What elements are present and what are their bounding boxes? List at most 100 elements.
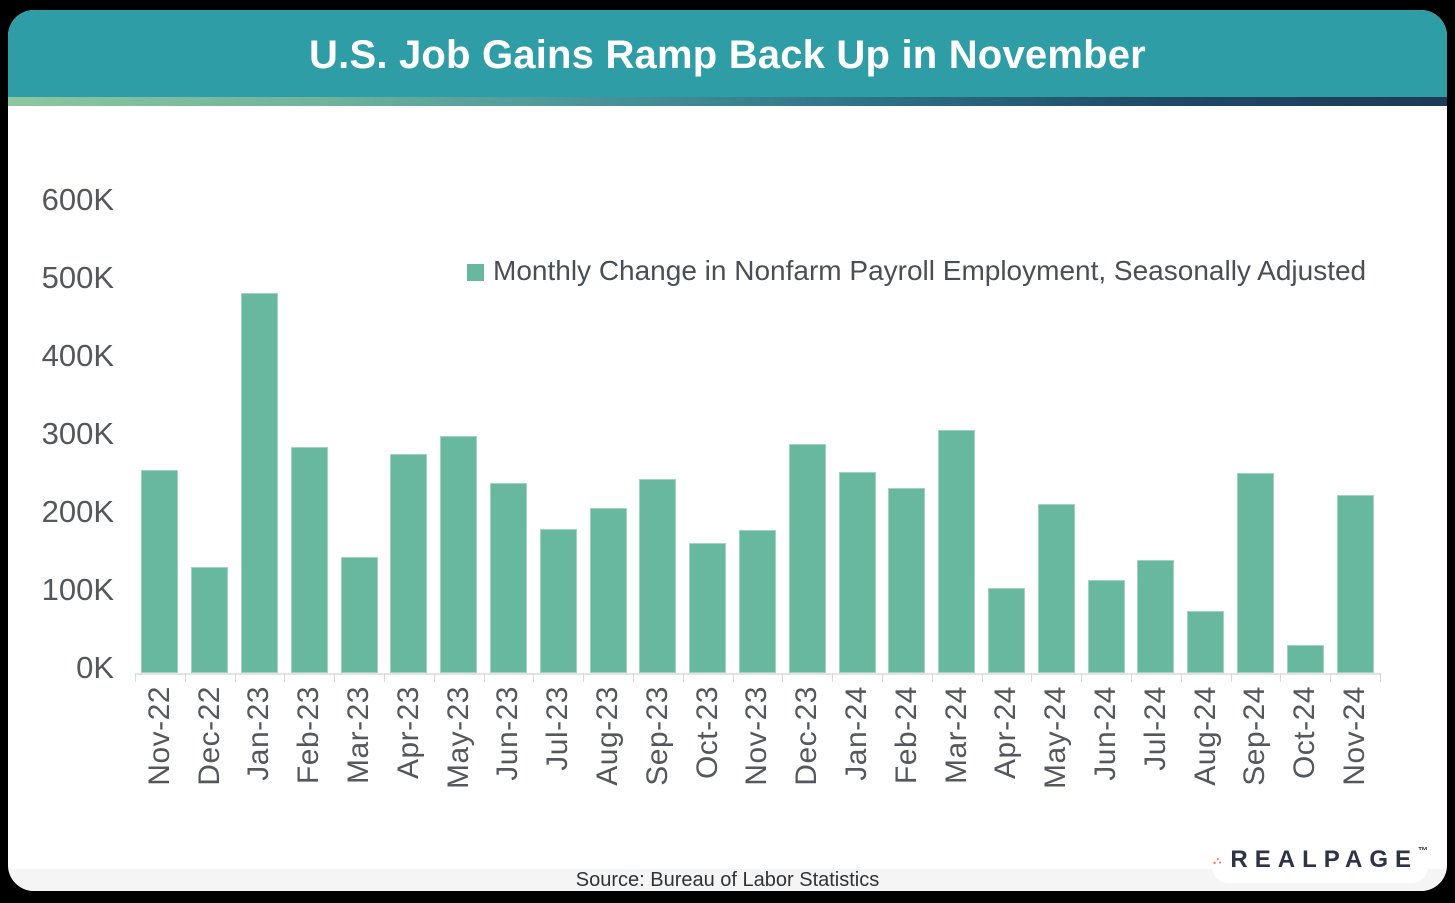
axis-tick <box>782 673 784 682</box>
axis-tick <box>234 673 236 682</box>
x-label-cell: Sep-23 <box>633 686 683 826</box>
realpage-wordmark-text: REALPAGE <box>1230 845 1418 873</box>
x-label-cell: Dec-23 <box>782 686 832 826</box>
x-axis-label-aug-23: Aug-23 <box>591 686 625 786</box>
bar-dec-23 <box>788 444 826 673</box>
axis-tick <box>384 673 385 682</box>
x-label-cell: Nov-22 <box>135 686 185 826</box>
axis-tick <box>483 673 485 682</box>
x-label-cell: Aug-24 <box>1181 686 1231 826</box>
y-axis-label-300k: 300K <box>41 415 114 451</box>
x-axis-label-jan-23: Jan-23 <box>242 686 276 781</box>
x-axis-label-nov-22: Nov-22 <box>142 686 176 786</box>
y-axis-label-600k: 600K <box>41 181 114 217</box>
x-axis-label-nov-23: Nov-23 <box>740 686 774 786</box>
x-label-cell: Jan-23 <box>235 686 285 826</box>
bar-jan-24 <box>838 472 876 673</box>
axis-tick <box>682 673 684 682</box>
bar-sep-24 <box>1237 473 1274 673</box>
x-label-cell: Oct-23 <box>683 686 733 826</box>
x-label-cell: Dec-22 <box>185 686 235 826</box>
trademark-mark: ™ <box>1418 845 1428 857</box>
bar-nov-24 <box>1336 495 1374 673</box>
axis-tick <box>1280 673 1282 682</box>
bar-jun-23 <box>490 483 527 673</box>
x-axis-label-feb-23: Feb-23 <box>292 686 326 785</box>
bar-apr-23 <box>390 453 428 673</box>
footer-bar: Source: Bureau of Labor Statistics <box>8 869 1447 891</box>
bar-aug-23 <box>589 507 627 673</box>
axis-tick <box>135 673 136 682</box>
plot-area: 0K 100K 200K 300K 400K 500K 600K Nov-22 Dec-22 Ja… <box>8 10 1447 891</box>
x-label-cell: May-24 <box>1031 686 1081 826</box>
axis-tick <box>732 673 734 682</box>
bar-oct-23 <box>689 542 727 673</box>
x-axis-label-aug-24: Aug-24 <box>1188 686 1222 786</box>
page-title: U.S. Job Gains Ramp Back Up in November <box>309 33 1146 77</box>
axis-tick <box>1081 673 1083 682</box>
axis-tick <box>1230 673 1232 682</box>
x-axis-label-jun-24: Jun-24 <box>1089 686 1123 781</box>
bar-jul-23 <box>539 528 577 673</box>
x-axis-label-jun-23: Jun-23 <box>491 686 525 781</box>
axis-tick <box>334 673 336 682</box>
x-label-cell: Mar-24 <box>932 686 982 826</box>
bar-feb-23 <box>290 446 328 673</box>
x-axis-line <box>135 673 1381 675</box>
x-label-cell: Mar-23 <box>334 686 384 826</box>
x-label-cell: Jul-24 <box>1131 686 1181 826</box>
x-axis-label-dec-22: Dec-22 <box>192 686 226 786</box>
axis-tick <box>1131 673 1132 682</box>
bar-jan-23 <box>241 292 278 673</box>
y-axis-label-100k: 100K <box>41 571 114 607</box>
x-axis-label-may-23: May-23 <box>441 686 475 790</box>
x-axis-label-jul-23: Jul-23 <box>541 686 575 771</box>
x-label-cell: Aug-23 <box>583 686 633 826</box>
axis-tick <box>583 673 585 682</box>
legend-swatch-icon <box>467 264 484 281</box>
realpage-dots-icon <box>1213 857 1222 864</box>
x-label-cell: May-23 <box>434 686 484 826</box>
axis-tick <box>284 673 286 682</box>
bar-apr-24 <box>988 587 1025 673</box>
bar-jun-24 <box>1087 580 1125 673</box>
realpage-logo-card: REALPAGE™ <box>1212 836 1428 883</box>
x-axis-label-mar-23: Mar-23 <box>342 686 376 785</box>
axis-tick <box>1380 673 1381 682</box>
bar-may-23 <box>440 435 478 673</box>
x-axis-label-jan-24: Jan-24 <box>840 686 874 781</box>
axis-tick <box>433 673 435 682</box>
x-label-cell: Nov-24 <box>1330 686 1380 826</box>
axis-tick <box>184 673 186 682</box>
x-axis-label-nov-24: Nov-24 <box>1338 686 1372 786</box>
bar-sep-23 <box>639 479 677 673</box>
x-label-cell: Feb-24 <box>882 686 932 826</box>
realpage-wordmark: REALPAGE™ <box>1230 846 1428 874</box>
x-label-cell: Nov-23 <box>733 686 783 826</box>
y-axis-label-0k: 0K <box>76 650 114 685</box>
axis-tick <box>931 673 933 682</box>
header-bar: U.S. Job Gains Ramp Back Up in November <box>8 10 1447 97</box>
bar-jul-24 <box>1137 559 1175 673</box>
x-axis-label-oct-24: Oct-24 <box>1288 686 1322 780</box>
x-label-cell: Oct-24 <box>1280 686 1330 826</box>
x-label-cell: Jul-23 <box>533 686 583 826</box>
legend: Monthly Change in Nonfarm Payroll Employ… <box>467 255 1366 287</box>
x-axis-label-apr-23: Apr-23 <box>391 686 425 780</box>
bar-oct-24 <box>1286 644 1324 673</box>
axis-tick <box>1330 673 1332 682</box>
x-label-cell: Sep-24 <box>1231 686 1281 826</box>
legend-label: Monthly Change in Nonfarm Payroll Employ… <box>493 255 1367 286</box>
bar-mar-23 <box>340 556 378 673</box>
axis-tick <box>1180 673 1182 682</box>
axis-tick <box>882 673 883 682</box>
bar-may-24 <box>1037 504 1075 673</box>
x-axis-label-sep-24: Sep-24 <box>1238 686 1272 786</box>
bar-dec-22 <box>191 566 229 673</box>
infographic-card: U.S. Job Gains Ramp Back Up in November … <box>8 10 1447 891</box>
axis-tick <box>533 673 535 682</box>
source-text: Source: Bureau of Labor Statistics <box>575 868 880 891</box>
bar-aug-24 <box>1187 611 1225 673</box>
bar-mar-24 <box>938 430 976 673</box>
